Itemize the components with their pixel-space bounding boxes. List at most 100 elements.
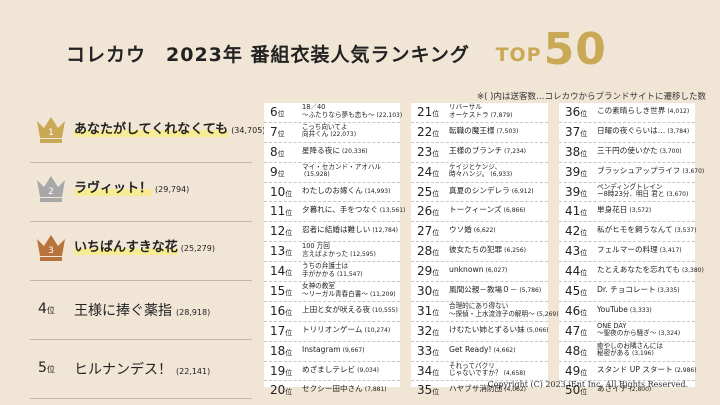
rank-unit: 位 <box>285 328 293 337</box>
ranking-row: 34位 それってパクリ じゃないですか？ (4,658) <box>411 362 548 382</box>
rank-value: 15 <box>270 284 286 299</box>
top-rank-row: 2 ラヴィット！ (29,794) <box>30 163 252 222</box>
rank-number: 41位 <box>565 204 587 218</box>
ranking-row: 47位 ONE DAY 〜聖夜のから騒ぎ〜 (3,324) <box>559 322 695 342</box>
ranking-row: 11位 夕暮れに、手をつなぐ (13,561) <box>264 202 405 223</box>
program-count: (3,700) <box>659 147 682 155</box>
rank-value: 39 <box>565 164 581 179</box>
program-count: (15,928) <box>304 171 330 179</box>
program-count: (9,034) <box>357 366 380 374</box>
rank-unit: 位 <box>580 249 588 258</box>
program-count: (5,269) <box>536 310 559 318</box>
top-rank-count: (29,794) <box>155 185 190 194</box>
rank-value: 21 <box>417 105 433 119</box>
program-count: (9,667) <box>342 346 365 354</box>
program-title: ONE DAY <box>597 321 627 330</box>
rank-unit: 位 <box>432 169 440 178</box>
ranking-row: 44位 たとえあなたを忘れても (3,380) <box>559 262 704 283</box>
rank-unit: 位 <box>432 328 440 337</box>
program-name: それってパクリ じゃないですか？ (4,658) <box>449 362 526 378</box>
ranking-row: 29位 unknown (6,027) <box>411 262 548 283</box>
program-count: (2,800) <box>629 386 652 394</box>
program-name: マイ・セカンド・アオハル (15,928) <box>302 163 381 179</box>
rank-number: 7位 <box>270 125 285 139</box>
rank-number: 48位 <box>565 344 587 358</box>
program-title: 転職の魔王様 <box>449 125 495 135</box>
rank-value: 14 <box>270 264 286 279</box>
rank-unit: 位 <box>285 229 293 238</box>
program-title: リバーサル <box>449 103 482 111</box>
rank-unit: 位 <box>580 110 588 118</box>
program-name: トークィーンズ (6,866) <box>449 206 525 216</box>
program-title-line2: 手がかかる <box>302 269 335 278</box>
top-rank-name: あなたがしてくれなくても (34,705) <box>74 118 265 137</box>
rank-value: 7 <box>270 124 278 139</box>
program-count: (6,912) <box>511 187 534 195</box>
rank-unit: 位 <box>277 149 285 158</box>
rank-unit: 位 <box>580 229 588 238</box>
ranking-row: 21位 リバーサル オーケストラ (7,879) <box>411 103 548 123</box>
ranking-row: 43位 フェルマーの料理 (3,417) <box>559 242 695 263</box>
rank-number: 42位 <box>565 224 587 238</box>
program-title: 彼女たちの犯罪 <box>449 245 503 255</box>
rank-unit: 位 <box>432 149 440 158</box>
rank-number: 27位 <box>417 224 439 238</box>
program-count: (7,881) <box>364 386 387 394</box>
rank-value: 27 <box>417 224 433 239</box>
ranking-row: 39位 ペンディングトレイン ー8時23分、明日 君と (3,670) <box>559 183 695 203</box>
rank-value: 24 <box>417 164 433 179</box>
ranking-row: 9位 マイ・セカンド・アオハル (15,928) <box>264 163 400 183</box>
program-title: フェルマーの料理 <box>597 245 658 255</box>
ranking-row: 48位 癒やしのお隣さんには 秘密がある (3,196) <box>559 342 695 362</box>
ranking-row: 41位 単身花日 (3,572) <box>559 202 695 223</box>
rank-value: 16 <box>270 303 286 318</box>
program-title: Get Ready! <box>449 344 492 354</box>
rank-number: 14位 <box>270 264 292 278</box>
rank-value: 30 <box>417 284 433 299</box>
program-title: この素晴らしき世界 <box>597 106 666 115</box>
program-count: (3,196) <box>631 350 654 358</box>
rank-value: 45 <box>565 284 581 299</box>
svg-text:2: 2 <box>48 187 54 197</box>
program-count: (3,537) <box>674 227 697 235</box>
rank-unit: 位 <box>432 129 440 138</box>
program-title-line2: ー8時23分、明日 君と <box>597 190 665 199</box>
rank-number: 19位 <box>270 364 292 378</box>
program-title: こっち向いてよ <box>302 122 348 131</box>
rank-value: 46 <box>565 303 581 318</box>
program-count: (5,786) <box>519 287 542 295</box>
rank-unit: 位 <box>46 306 55 315</box>
program-count: (3,380) <box>681 267 704 275</box>
rank-number: 47位 <box>565 324 587 338</box>
rank-unit: 位 <box>285 249 293 258</box>
program-name: 忍者に結婚は難しい (12,784) <box>302 226 398 236</box>
ranking-row: 14位 うちの弁護士は 手がかかる (11,547) <box>264 262 400 283</box>
rank-value: 6 <box>270 105 278 119</box>
program-name: 日曜の夜ぐらいは… (3,784) <box>597 126 689 137</box>
top-rank-row: 3 いちばんすきな花 (25,279) <box>30 222 252 281</box>
rank-unit: 位 <box>580 189 588 198</box>
ranking-row: 31位 合理的にあり得ない 〜探偵・上水流涼子の解明〜 (5,269) <box>411 301 559 322</box>
rank-value: 19 <box>270 363 286 378</box>
program-title: 合理的にあり得ない <box>449 301 509 310</box>
program-count: (4,062) <box>504 386 527 394</box>
ranking-row: 49位 スタンド UP スタート (2,986) <box>559 362 697 382</box>
ranking-row: 37位 日曜の夜ぐらいは… (3,784) <box>559 123 695 143</box>
ranking-row: 36位 この素晴らしき世界 (4,012) <box>559 103 695 123</box>
program-count: (7,879) <box>490 111 513 119</box>
program-count: (4,662) <box>493 346 516 354</box>
rank-unit: 位 <box>285 368 293 377</box>
program-count: (11,209) <box>369 290 396 298</box>
rank-value: 38 <box>565 144 581 159</box>
top-rank-title: ヒルナンデス！ <box>74 362 172 378</box>
program-title: あさイチ <box>597 384 628 394</box>
rank-number: 39位 <box>565 185 587 199</box>
program-title-line2: オーケストラ <box>449 110 489 119</box>
rank-unit: 位 <box>580 129 588 138</box>
program-count: (4,658) <box>503 370 526 378</box>
program-count: (6,027) <box>485 267 508 275</box>
ranking-row: 25位 真夏のシンデレラ (6,912) <box>411 183 548 203</box>
rank-unit: 位 <box>432 348 440 357</box>
svg-text:3: 3 <box>48 246 54 256</box>
program-name: 上田と女が吠える夜 (10,555) <box>302 305 398 316</box>
